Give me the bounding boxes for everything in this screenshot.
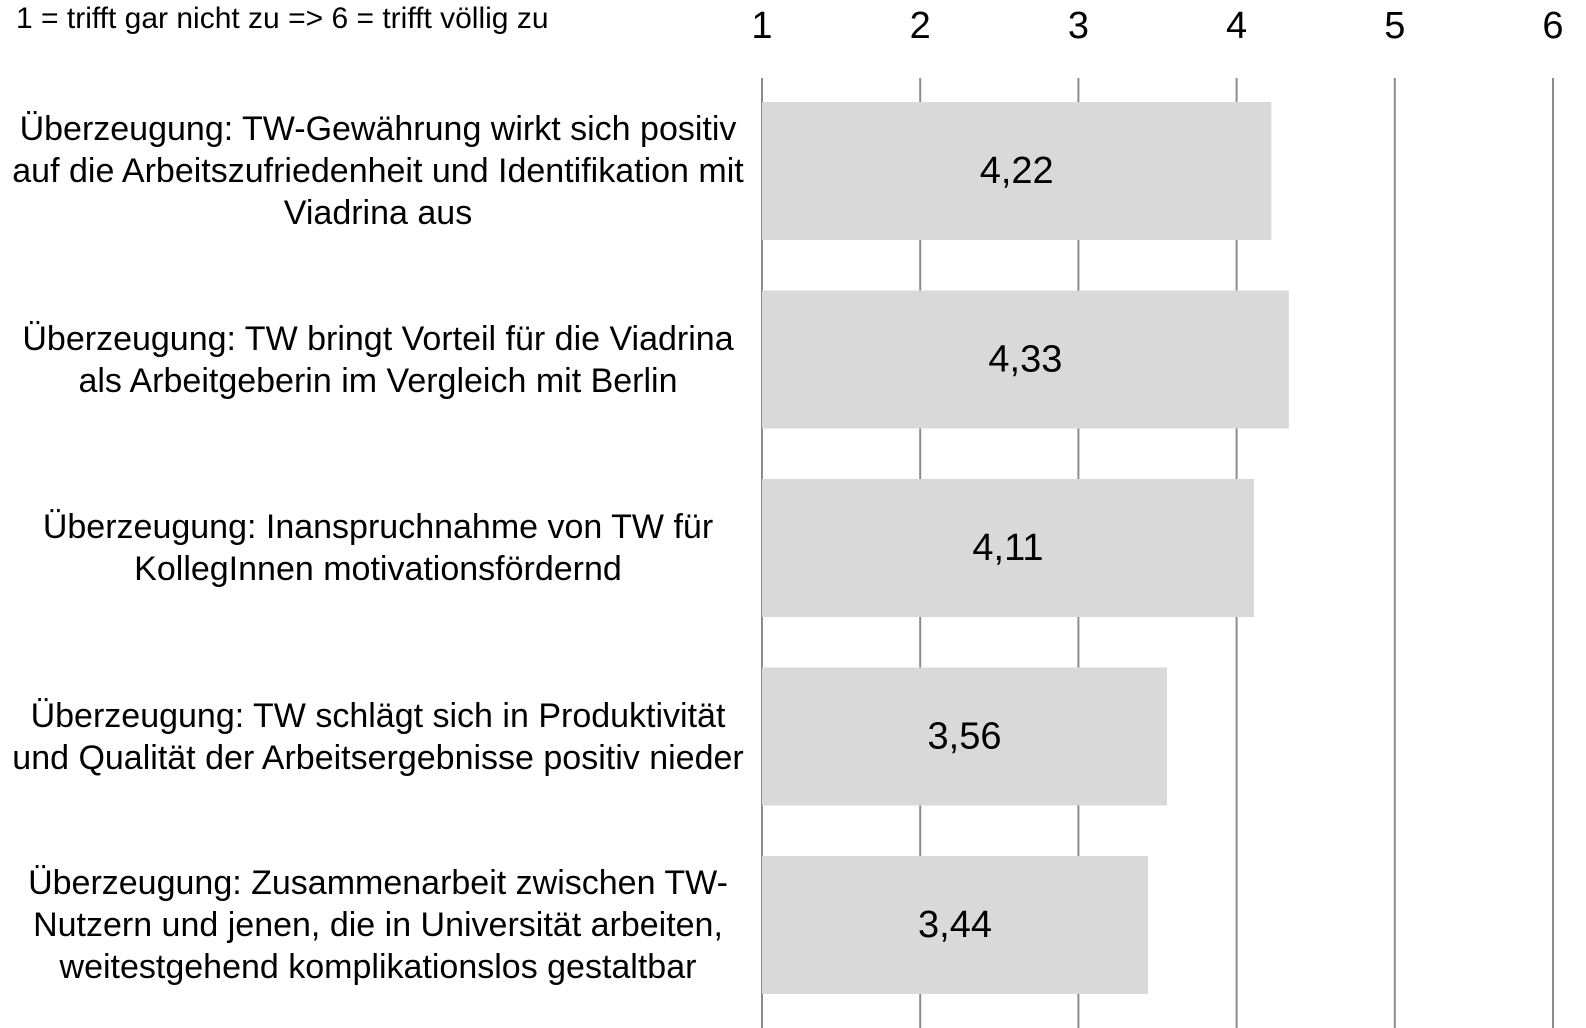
value-label: 4,33 bbox=[988, 339, 1062, 381]
bar bbox=[762, 479, 1255, 617]
category-label: Überzeugung: Inanspruchnahme von TW für … bbox=[42, 508, 714, 588]
value-label: 4,11 bbox=[972, 527, 1043, 569]
x-tick-label: 3 bbox=[1068, 5, 1089, 47]
bar bbox=[762, 102, 1272, 240]
bar bbox=[762, 667, 1167, 806]
category-label: Überzeugung: TW-Gewährung wirkt sich pos… bbox=[12, 110, 744, 232]
value-label: 4,22 bbox=[980, 150, 1054, 192]
x-tick-label: 6 bbox=[1542, 5, 1563, 47]
category-label: Überzeugung: TW bringt Vorteil für die V… bbox=[22, 319, 734, 400]
value-label: 3,44 bbox=[918, 904, 992, 946]
scale-note: 1 = trifft gar nicht zu => 6 = trifft vö… bbox=[16, 2, 549, 35]
x-tick-label: 1 bbox=[751, 5, 772, 47]
x-tick-label: 2 bbox=[910, 5, 931, 47]
bar bbox=[762, 856, 1149, 994]
x-tick-label: 4 bbox=[1226, 5, 1247, 47]
value-label: 3,56 bbox=[928, 716, 1002, 758]
x-tick-label: 5 bbox=[1384, 5, 1405, 47]
bar bbox=[762, 290, 1289, 429]
category-label: Überzeugung: Zusammenarbeit zwischen TW-… bbox=[28, 864, 728, 986]
category-label: Überzeugung: TW schlägt sich in Produkti… bbox=[12, 696, 744, 777]
